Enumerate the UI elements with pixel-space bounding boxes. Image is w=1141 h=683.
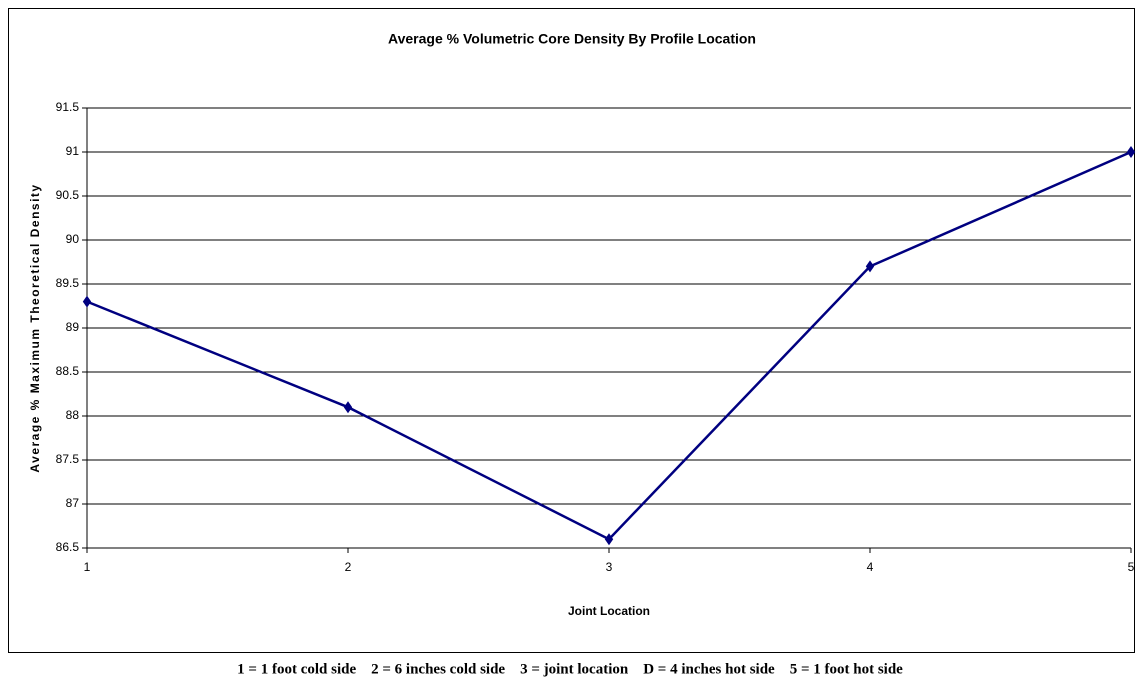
x-tick-label: 2	[345, 560, 352, 574]
data-marker	[604, 533, 614, 546]
x-tick-label: 5	[1128, 560, 1135, 574]
y-tick-label: 91.5	[56, 100, 80, 114]
y-tick-label: 88	[66, 408, 80, 422]
data-marker	[1126, 146, 1136, 158]
caption: 1 = 1 foot cold side 2 = 6 inches cold s…	[237, 661, 903, 677]
y-tick-label: 87	[66, 496, 80, 510]
data-marker	[865, 260, 875, 273]
x-axis-title: Joint Location	[568, 604, 650, 618]
x-tick-label: 3	[606, 560, 613, 574]
y-tick-label: 88.5	[56, 364, 80, 378]
data-marker	[82, 295, 92, 308]
x-tick-label: 4	[867, 560, 874, 574]
x-tick-label: 1	[84, 560, 91, 574]
y-axis-title: Average % Maximum Theoretical Density	[28, 183, 42, 472]
y-tick-label: 90	[66, 232, 80, 246]
chart-title: Average % Volumetric Core Density By Pro…	[388, 31, 756, 47]
y-tick-label: 89.5	[56, 276, 80, 290]
y-tick-label: 89	[66, 320, 80, 334]
y-tick-label: 86.5	[56, 540, 80, 554]
y-tick-label: 87.5	[56, 452, 80, 466]
data-marker	[343, 401, 353, 414]
y-tick-label: 91	[66, 144, 80, 158]
chart-border	[8, 8, 1135, 653]
y-tick-label: 90.5	[56, 188, 80, 202]
